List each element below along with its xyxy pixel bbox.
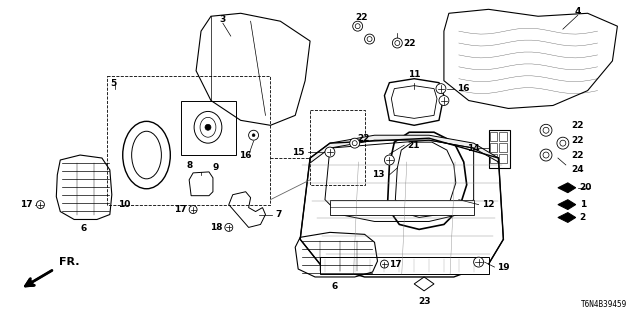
- Bar: [490, 132, 497, 141]
- Bar: [107, 76, 271, 204]
- Text: 20: 20: [580, 183, 592, 192]
- Bar: [499, 143, 508, 152]
- Text: T6N4B39459: T6N4B39459: [581, 300, 627, 309]
- Polygon shape: [320, 257, 488, 274]
- Text: 23: 23: [418, 297, 430, 306]
- Circle shape: [189, 206, 197, 213]
- Ellipse shape: [194, 111, 222, 143]
- Polygon shape: [558, 212, 576, 222]
- Text: FR.: FR.: [60, 257, 80, 267]
- Text: 19: 19: [497, 263, 510, 272]
- Circle shape: [365, 34, 374, 44]
- Text: 17: 17: [389, 260, 402, 268]
- Text: 10: 10: [118, 200, 131, 209]
- Text: 17: 17: [173, 205, 186, 214]
- Polygon shape: [558, 183, 576, 193]
- Bar: [181, 100, 236, 155]
- Text: 22: 22: [403, 38, 416, 48]
- Circle shape: [560, 140, 566, 146]
- Text: 2: 2: [580, 213, 586, 222]
- Bar: [490, 143, 497, 152]
- Text: 15: 15: [292, 148, 304, 156]
- Circle shape: [36, 201, 44, 209]
- Circle shape: [543, 152, 549, 158]
- Text: 22: 22: [571, 150, 583, 160]
- Text: 16: 16: [457, 84, 469, 93]
- Circle shape: [355, 24, 360, 29]
- Circle shape: [439, 96, 449, 106]
- Text: 6: 6: [81, 224, 87, 233]
- Text: 17: 17: [20, 200, 33, 209]
- Circle shape: [325, 147, 335, 157]
- Circle shape: [557, 137, 569, 149]
- Text: 22: 22: [358, 134, 370, 143]
- Circle shape: [540, 149, 552, 161]
- Circle shape: [543, 127, 549, 133]
- Circle shape: [205, 124, 211, 130]
- Ellipse shape: [123, 121, 170, 189]
- Ellipse shape: [132, 131, 161, 179]
- Circle shape: [367, 36, 372, 42]
- Text: 22: 22: [355, 13, 368, 22]
- Text: 1: 1: [580, 200, 586, 209]
- Text: 9: 9: [212, 164, 219, 172]
- Circle shape: [540, 124, 552, 136]
- Polygon shape: [310, 135, 499, 163]
- Text: 18: 18: [211, 223, 223, 232]
- Text: 6: 6: [332, 282, 338, 291]
- Text: 13: 13: [372, 170, 385, 180]
- Bar: [488, 130, 510, 168]
- Polygon shape: [558, 200, 576, 210]
- Bar: [499, 154, 508, 163]
- Text: 16: 16: [239, 150, 252, 160]
- Circle shape: [225, 223, 233, 231]
- Text: 8: 8: [186, 161, 192, 170]
- Text: 21: 21: [407, 140, 420, 150]
- Circle shape: [385, 155, 394, 165]
- Text: 12: 12: [481, 200, 494, 209]
- Circle shape: [248, 130, 259, 140]
- Text: 22: 22: [571, 121, 583, 130]
- Circle shape: [436, 84, 446, 93]
- Bar: [490, 154, 497, 163]
- Circle shape: [352, 141, 357, 146]
- Ellipse shape: [200, 117, 216, 137]
- Polygon shape: [330, 200, 474, 214]
- Text: 11: 11: [408, 70, 420, 79]
- FancyArrowPatch shape: [25, 270, 52, 286]
- Circle shape: [349, 138, 360, 148]
- Circle shape: [252, 134, 255, 137]
- Text: 3: 3: [220, 15, 226, 24]
- Text: 5: 5: [110, 79, 116, 88]
- Text: 22: 22: [571, 136, 583, 145]
- Circle shape: [353, 21, 363, 31]
- Circle shape: [392, 38, 403, 48]
- Bar: [499, 132, 508, 141]
- Circle shape: [395, 41, 400, 45]
- Text: 24: 24: [571, 165, 584, 174]
- Circle shape: [474, 257, 484, 267]
- Text: 14: 14: [467, 144, 479, 153]
- Text: 7: 7: [275, 210, 282, 219]
- Bar: [310, 110, 365, 185]
- Text: 4: 4: [575, 7, 581, 16]
- Circle shape: [380, 260, 388, 268]
